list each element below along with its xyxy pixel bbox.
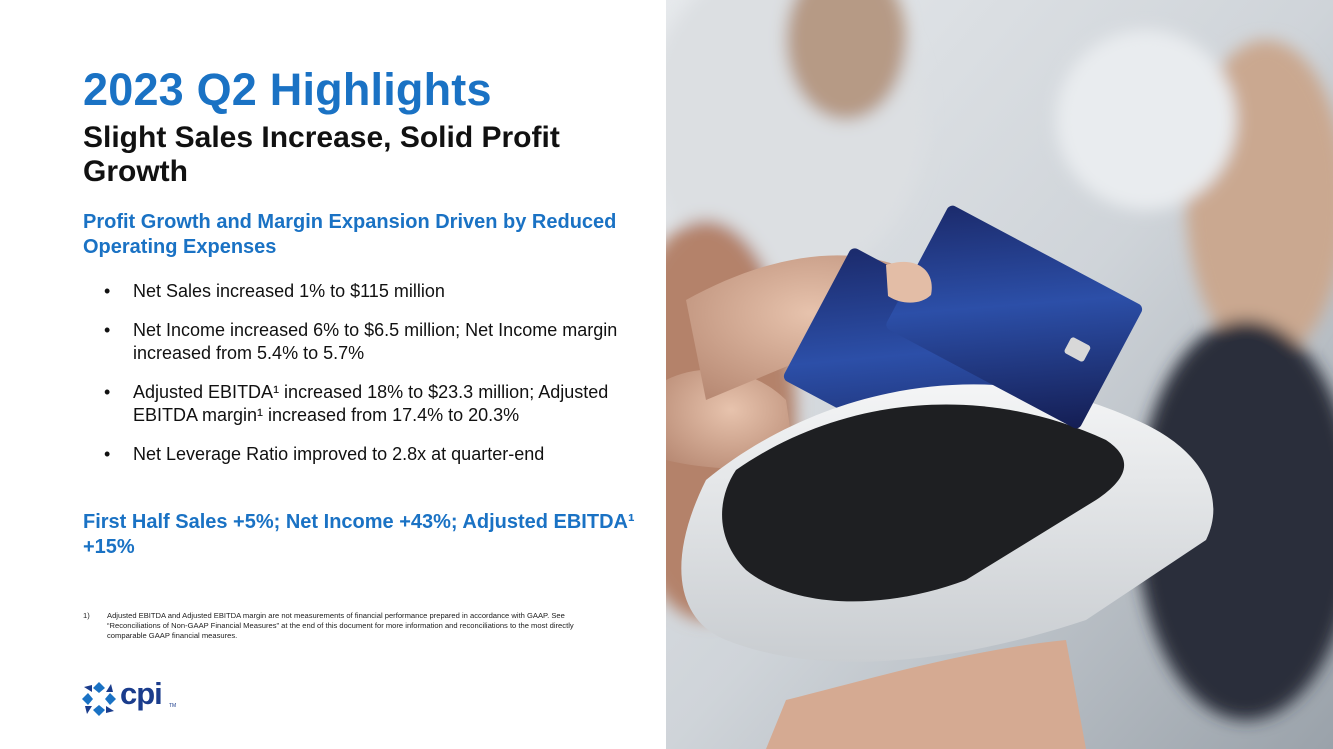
logo-wordmark: cpi: [120, 676, 163, 711]
footnote-text: Adjusted EBITDA and Adjusted EBITDA marg…: [107, 611, 574, 640]
bullet-icon: •: [104, 281, 111, 301]
bullet-text: Net Sales increased 1% to $115 million: [133, 281, 445, 301]
cpi-logo: cpi TM: [80, 676, 190, 720]
trademark-mark: TM: [169, 703, 177, 709]
section-heading-profit-growth: Profit Growth and Margin Expansion Drive…: [83, 211, 617, 258]
hand-tapping-card-on-payment-terminal-icon: [666, 0, 1333, 749]
cpi-flower-logo-icon: [82, 682, 116, 716]
bullet-icon: •: [104, 320, 111, 340]
slide-title: 2023 Q2 Highlights: [83, 64, 492, 115]
bullet-text: Net Income increased 6% to $6.5 million;…: [133, 320, 618, 363]
list-item: • Net Income increased 6% to $6.5 million…: [104, 319, 644, 365]
slide-subtitle: Slight Sales Increase, Solid Profit Grow…: [83, 121, 560, 188]
list-item: • Net Leverage Ratio improved to 2.8x at …: [104, 443, 644, 466]
bullet-text: Net Leverage Ratio improved to 2.8x at q…: [133, 444, 545, 464]
footnote-number: 1): [83, 611, 90, 620]
bullet-icon: •: [104, 382, 111, 402]
list-item: • Adjusted EBITDA¹ increased 18% to $23.3…: [104, 381, 644, 427]
slide-content: 2023 Q2 Highlights Slight Sales Increase…: [0, 0, 1247, 749]
bullet-text: Adjusted EBITDA¹ increased 18% to $23.3 …: [133, 382, 609, 425]
section-heading-first-half: First Half Sales +5%; Net Income +43%; A…: [83, 511, 635, 558]
bullet-icon: •: [104, 444, 111, 464]
footnote: 1) Adjusted EBITDA and Adjusted EBITDA m…: [83, 611, 583, 641]
highlights-list: • Net Sales increased 1% to $115 million …: [104, 280, 644, 482]
list-item: • Net Sales increased 1% to $115 million: [104, 280, 644, 303]
